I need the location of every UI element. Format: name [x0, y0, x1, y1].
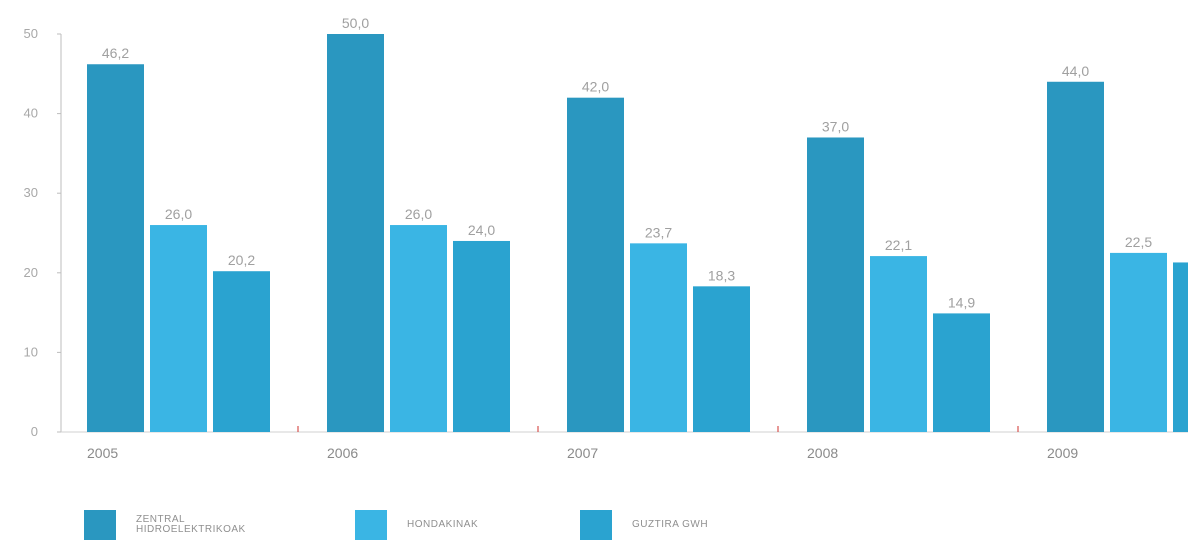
x-tick-label-2007: 2007	[567, 445, 598, 461]
data-label-2007-series-0: 42,0	[582, 79, 609, 95]
data-label-2008-series-2: 14,9	[948, 294, 975, 310]
bar-2005-series-1	[150, 225, 207, 432]
bar-2005-series-0	[87, 64, 144, 433]
bar-2006-series-0	[327, 34, 384, 432]
data-label-2005-series-1: 26,0	[165, 206, 192, 222]
y-tick-label: 30	[24, 185, 38, 200]
data-label-2009-series-0: 44,0	[1062, 63, 1089, 79]
bar-2006-series-1	[390, 225, 447, 432]
y-tick-label: 0	[31, 424, 38, 439]
legend-swatch-zentral	[84, 510, 116, 540]
legend-swatch-hondakinak	[355, 510, 387, 540]
legend: ZENTRAL HIDROELEKTRIKOAK HONDAKINAK GUZT…	[0, 510, 1188, 543]
data-label-2007-series-1: 23,7	[645, 224, 672, 240]
data-label-2008-series-0: 37,0	[822, 118, 849, 134]
data-label-2009-series-1: 22,5	[1125, 234, 1152, 250]
legend-label-hondakinak: HONDAKINAK	[407, 519, 479, 530]
bar-2009-series-2	[1173, 262, 1188, 432]
legend-item-guztira: GUZTIRA GWH	[580, 510, 708, 540]
x-tick-label-2006: 2006	[327, 445, 358, 461]
legend-item-hondakinak: HONDAKINAK	[355, 510, 478, 540]
bar-2008-series-2	[933, 313, 990, 432]
y-tick-label: 10	[24, 344, 38, 359]
bar-chart: 0 10 20 30 40 50 2005 2006 2007 2008 2009 46,2 26,0…	[24, 15, 1188, 461]
bar-2007-series-2	[693, 286, 750, 432]
x-tick-label-2005: 2005	[87, 445, 118, 461]
x-tick-label-2009: 2009	[1047, 445, 1078, 461]
bar-2005-series-2	[213, 271, 270, 432]
data-label-2008-series-1: 22,1	[885, 237, 912, 253]
data-label-2006-series-1: 26,0	[405, 206, 432, 222]
bar-2007-series-1	[630, 243, 687, 432]
data-label-2005-series-0: 46,2	[102, 45, 129, 61]
value-labels: 2005 2006 2007 2008 2009 46,2 26,0 20,2 50,0 26,0…	[87, 15, 1152, 461]
y-tick-label: 20	[24, 265, 38, 280]
bar-2009-series-1	[1110, 252, 1167, 432]
bar-2008-series-1	[870, 256, 927, 432]
bar-2009-series-0	[1047, 81, 1104, 432]
y-tick-label: 50	[24, 26, 38, 41]
data-label-2007-series-2: 18,3	[708, 267, 735, 283]
bar-2006-series-2	[453, 240, 510, 432]
data-label-2006-series-0: 50,0	[342, 15, 369, 31]
legend-item-zentral: ZENTRAL HIDROELEKTRIKOAK	[84, 510, 256, 540]
bar-2008-series-0	[807, 137, 864, 433]
legend-label-guztira: GUZTIRA GWH	[632, 519, 709, 530]
legend-label-zentral: ZENTRAL HIDROELEKTRIKOAK	[136, 514, 246, 535]
y-tick-label: 40	[24, 106, 38, 121]
legend-swatch-guztira	[580, 510, 612, 540]
data-label-2005-series-2: 20,2	[228, 252, 255, 268]
x-tick-label-2008: 2008	[807, 445, 838, 461]
bar-2007-series-0	[567, 97, 624, 433]
bars	[87, 34, 1188, 433]
data-label-2006-series-2: 24,0	[468, 222, 495, 238]
